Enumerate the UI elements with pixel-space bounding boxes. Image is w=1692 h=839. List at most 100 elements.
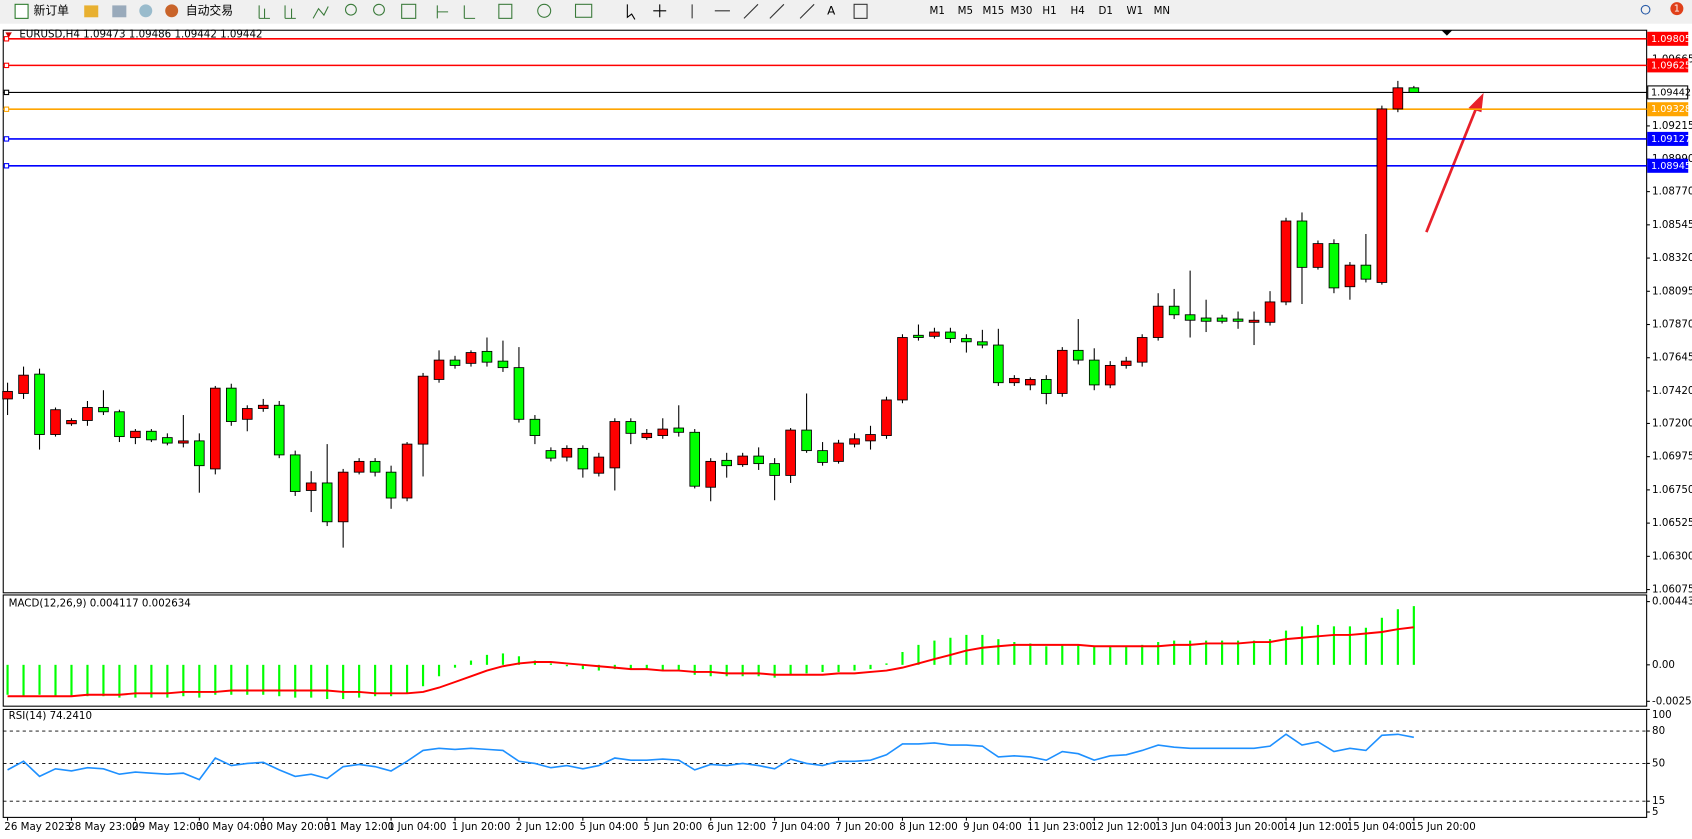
macd-bar [677,664,680,671]
macd-bar [326,664,329,700]
timeframe[interactable]: M1 [930,5,945,17]
toolbar: 新订单 自动交易 A 1 [0,0,1692,24]
macd-bar [38,664,41,695]
level-handle [3,62,10,69]
candle-body [625,421,637,434]
auto-trading-icon[interactable] [165,4,179,18]
zoom-out[interactable] [373,3,385,16]
x-tick-label: 8 Jun 12:00 [899,821,958,833]
level-handle [3,106,10,112]
timeframe[interactable]: M5 [958,5,973,17]
macd-bar [310,664,313,698]
draw-tools[interactable] [691,3,815,19]
level-label: 1.09442 [1651,87,1691,98]
level-handle [3,136,10,142]
candle-body [1120,360,1132,366]
label-tool[interactable] [853,3,868,19]
candle-body [1280,220,1292,303]
y-tick-label: 80 [1652,725,1665,737]
x-tick-label: 15 Jun 20:00 [1411,821,1476,833]
candle-body [993,344,1004,384]
macd-bar [405,664,409,694]
indicators[interactable] [498,3,513,19]
candle-body [18,374,29,394]
tool-icon[interactable] [436,5,449,19]
macd-bar [1173,640,1176,665]
cursor[interactable] [626,4,636,20]
macd-bar [54,664,57,697]
x-tick-label: 29 May 12:00 [132,821,202,833]
candle-body [82,407,93,421]
candle-body [913,334,924,338]
new-order-icon[interactable] [14,3,29,19]
tool-icon[interactable] [139,4,153,18]
candle-body [114,411,125,438]
text-tool[interactable]: A [827,3,836,17]
macd-bar [1029,643,1032,665]
y-tick-label: 1.06075 [1652,584,1692,596]
tile[interactable] [401,3,417,19]
macd-panel [2,594,1648,707]
x-tick-label: 15 Jun 04:00 [1347,821,1412,833]
candle-body [865,434,876,442]
timeframe[interactable]: MN [1154,5,1171,17]
tool-icon[interactable] [284,5,296,19]
auto-trading[interactable]: 自动交易 [186,3,233,17]
timeframe[interactable]: D1 [1098,5,1112,17]
macd-bar [1061,644,1064,665]
macd-title: MACD(12,26,9) 0.004117 0.002634 [9,598,191,610]
tool-icon[interactable] [463,5,476,19]
macd-bar [725,664,728,677]
candle-body [210,387,221,470]
candle-body [1136,337,1148,363]
search[interactable] [1640,4,1651,15]
timeframe[interactable]: H1 [1042,5,1056,17]
candle-body [2,390,13,400]
y-tick-label: 1.08770 [1652,186,1692,198]
x-tick-label: 1 Jun 20:00 [452,821,511,833]
macd-bar [501,653,505,665]
candle-body [481,350,493,363]
level-label: 1.09805 [1651,34,1691,45]
macd-bar [853,664,856,671]
tool-icon[interactable] [112,5,127,18]
tool-icon[interactable] [312,6,329,19]
level-label: 1.09328 [1651,104,1691,115]
tool-icon[interactable] [258,5,270,19]
macd-bar [629,664,632,670]
alerts-count[interactable]: 1 [1674,4,1680,15]
timeframe[interactable]: M15 [982,5,1004,17]
candle-body [337,471,349,523]
candle-body [753,455,764,465]
candle-body [1360,264,1372,280]
y-tick-label: 1.08095 [1652,285,1692,297]
templates[interactable] [574,3,593,18]
toolbar-icons[interactable] [258,3,868,20]
zoom-in[interactable] [344,3,357,16]
candle-body [945,331,956,339]
new-order[interactable]: 新订单 [33,3,69,17]
macd-bar [390,664,393,697]
timeframe[interactable]: M30 [1011,5,1033,17]
crosshair[interactable] [653,4,667,18]
macd-bar [709,664,712,677]
candle-body [497,360,509,369]
candle-body [98,407,109,413]
tool-icon[interactable] [84,5,99,18]
candle-body [1104,364,1116,386]
macd-bar [182,664,185,697]
macd-bar [837,664,840,672]
annotation-arrow [1425,92,1484,233]
level-label-bg [1647,85,1689,100]
macd-bar [597,664,600,671]
x-tick-label: 30 May 20:00 [260,821,330,833]
candle-body [66,420,77,425]
price-panel [2,29,1648,594]
timeframe[interactable]: W1 [1127,5,1144,17]
candle-body [1264,301,1276,323]
timeframe[interactable]: H4 [1070,5,1084,17]
alerts-badge[interactable] [1670,2,1684,16]
y-tick-label: 1.06525 [1652,517,1692,529]
periods[interactable] [537,3,552,18]
candle-body [593,456,605,474]
